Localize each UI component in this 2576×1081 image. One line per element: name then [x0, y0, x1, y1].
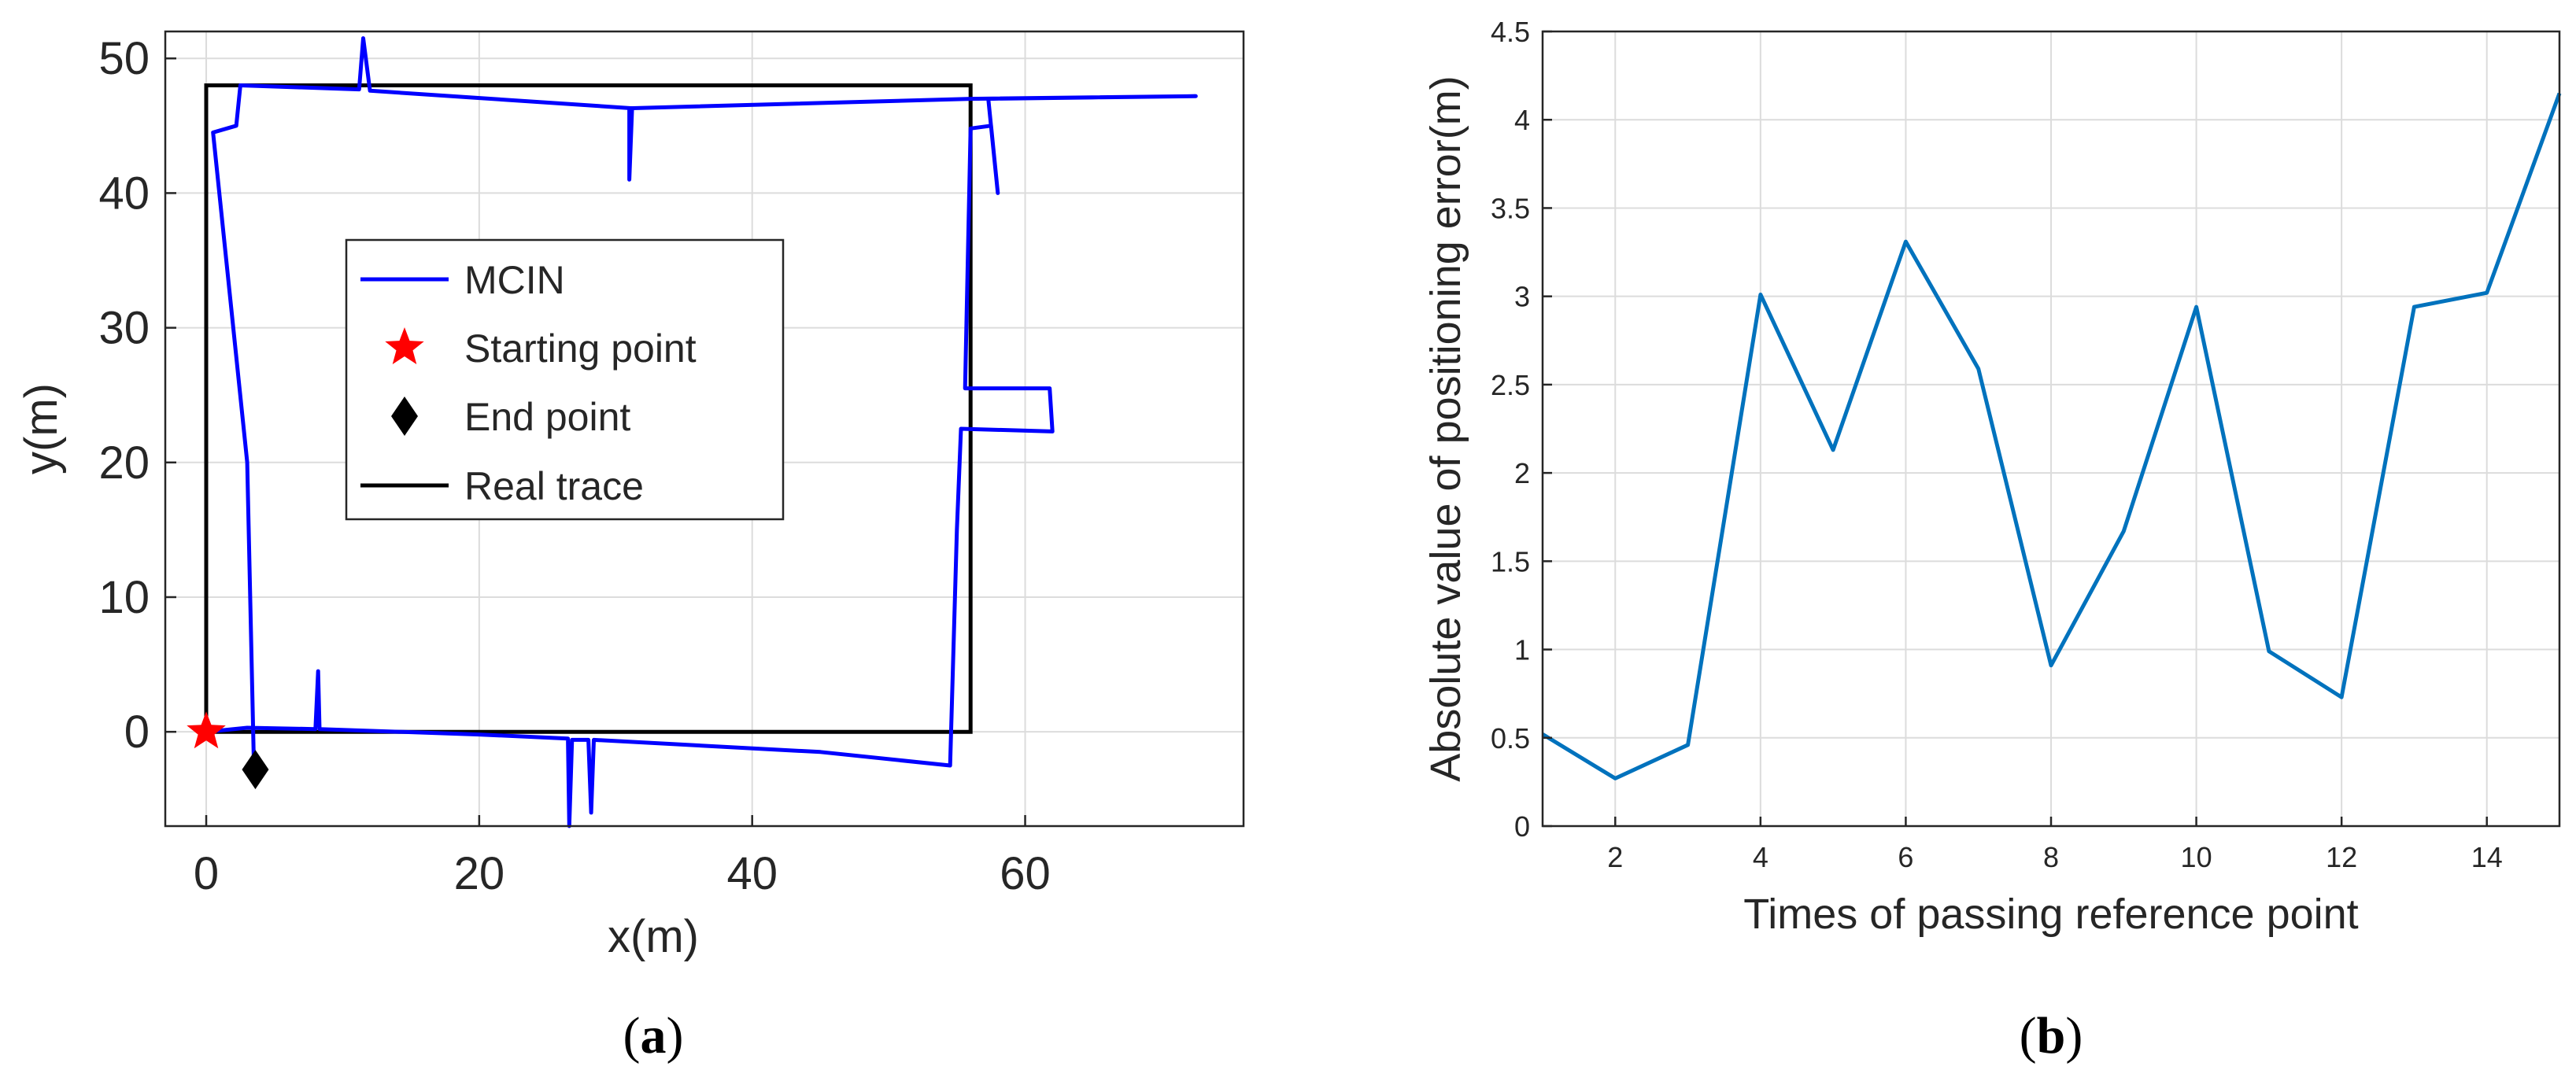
panel-a-y-tick-label: 30 [98, 303, 150, 354]
panel-a-x-tick-label: 40 [726, 848, 778, 899]
panel-a-y-tick-label: 20 [98, 437, 150, 489]
panel-b-y-tick-label: 3 [1514, 281, 1530, 313]
panel-b-x-axis-label: Times of passing reference point [1743, 891, 2358, 938]
panel-b-tick-labels: 2 4 6 8 10 12 14 0 0.5 1 1.5 2 2.5 3 3.5 4 4.5 [1491, 16, 2503, 873]
panel-a-y-tick-label: 40 [98, 168, 150, 219]
panel-b-y-tick-label: 4 [1514, 104, 1530, 136]
panel-a-caption-letter: a [641, 1007, 667, 1064]
panel-b-x-tick-label: 10 [2181, 841, 2212, 873]
panel-b-x-tick-label: 8 [2043, 841, 2059, 873]
end-point-diamond-marker [242, 750, 269, 790]
panel-a-y-tick-label: 50 [98, 33, 150, 84]
panel-b-y-tick-label: 1.5 [1491, 545, 1530, 577]
panel-b-x-tick-label: 6 [1898, 841, 1913, 873]
legend-end-point-diamond [391, 397, 418, 436]
panel-b-x-tick-label: 14 [2471, 841, 2503, 873]
panel-b-y-tick-label: 1 [1514, 634, 1530, 666]
legend-starting-point-label: Starting point [464, 327, 697, 371]
legend-starting-point-star [385, 327, 424, 364]
starting-point-star-marker [187, 711, 226, 749]
panel-b-caption: (b) [2020, 1007, 2083, 1064]
panel-b-y-tick-label: 3.5 [1491, 192, 1530, 224]
panel-b-y-tick-label: 0.5 [1491, 722, 1530, 754]
panel-a-x-axis-label: x(m) [608, 911, 699, 962]
panel-a-x-tick-label: 0 [194, 848, 219, 899]
panel-b-x-tick-label: 12 [2326, 841, 2357, 873]
legend-box [345, 238, 785, 521]
panel-a-plot-frame [164, 30, 1245, 828]
panel-b-y-tick-label: 2 [1514, 457, 1530, 489]
panel-b-y-axis-label: Absolute value of positioning error(m) [1422, 76, 1469, 781]
panel-a-legend: MCIN Starting point End point Real trace [345, 238, 785, 521]
legend-end-point-label: End point [464, 395, 630, 439]
legend-mcin-label: MCIN [464, 258, 565, 302]
error-series-line [1541, 92, 2562, 780]
panel-a-y-tick-label: 0 [124, 707, 150, 758]
panel-a-x-tick-label: 20 [454, 848, 505, 899]
panel-a-y-tick-label: 10 [98, 572, 150, 623]
mcin-trace-line [205, 36, 1198, 828]
panel-b-caption-letter: b [2037, 1007, 2066, 1064]
panel-b-x-tick-label: 4 [1753, 841, 1768, 873]
real-trace-line [204, 83, 973, 734]
panel-a-trajectory-chart: 0 20 40 60 0 10 20 30 40 50 x(m) y(m) MCIN Starti… [16, 30, 1245, 1064]
panel-b-x-tick-label: 2 [1607, 841, 1623, 873]
panel-a-caption: (a) [623, 1007, 684, 1064]
panel-a-tick-labels: 0 20 40 60 0 10 20 30 40 50 [98, 33, 1050, 899]
panel-b-y-tick-label: 0 [1514, 810, 1530, 843]
panel-b-y-tick-label: 2.5 [1491, 369, 1530, 401]
panel-a-y-axis-label: y(m) [16, 383, 67, 474]
panel-b-y-tick-label: 4.5 [1491, 16, 1530, 48]
legend-real-trace-label: Real trace [464, 464, 644, 508]
panel-b-error-chart: 2 4 6 8 10 12 14 0 0.5 1 1.5 2 2.5 3 3.5 4 4.5 Times of … [1422, 16, 2562, 1064]
panel-a-x-tick-label: 60 [1000, 848, 1051, 899]
panel-a-series [187, 36, 1198, 828]
